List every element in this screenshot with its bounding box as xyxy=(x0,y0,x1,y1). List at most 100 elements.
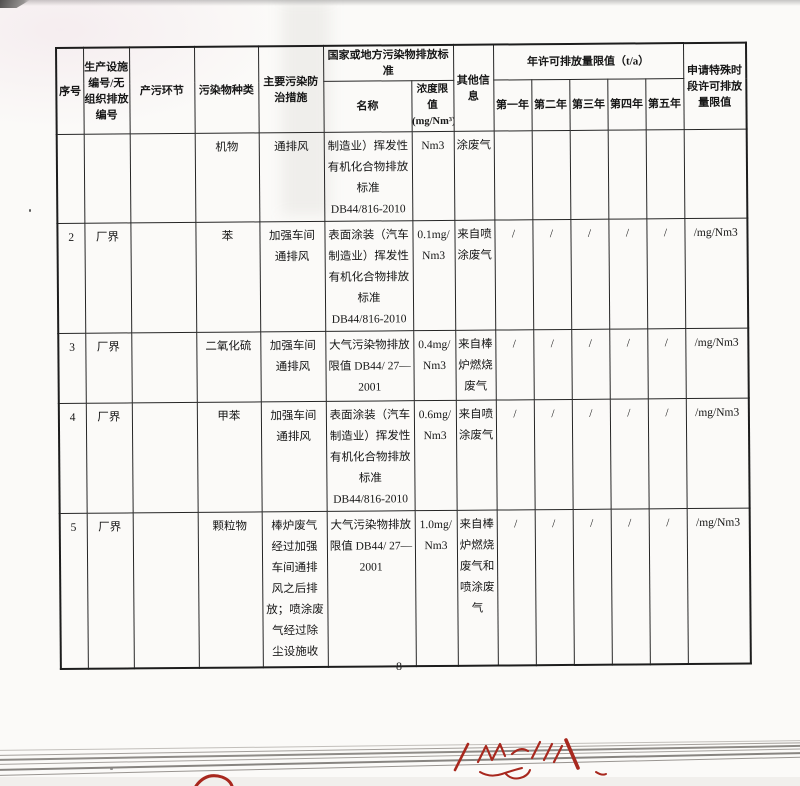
cell-pollutant-type: 甲苯 xyxy=(196,401,262,513)
cell-year-3 xyxy=(569,130,609,220)
cell-special-period-limit: /mg/Nm3 xyxy=(685,398,750,509)
header-concentration-limit: 浓度限值 (mg/Nm³) xyxy=(411,80,454,132)
cell-year-5: / xyxy=(648,508,688,664)
header-pollutant-type: 污染物种类 xyxy=(194,46,259,134)
table-row: 2 厂界 苯 加强车间 通排风 表面涂装（汽车 制造业）挥发性 有机化合物排放 … xyxy=(57,218,749,334)
cell-year-5 xyxy=(645,129,685,219)
cell-process xyxy=(130,222,197,333)
cell-serial xyxy=(56,134,85,224)
cell-concentration-limit: Nm3 xyxy=(411,131,455,221)
red-handwriting-marks xyxy=(194,738,607,786)
header-annual-limit-group: 年许可排放量限值（t/a） xyxy=(492,43,684,81)
cell-pollutant-type: 机物 xyxy=(194,132,260,223)
cell-year-4 xyxy=(607,129,647,220)
cell-concentration-limit: 0.6mg/ Nm3 xyxy=(413,400,457,511)
header-facility-id: 生产设施 编号/无 组织排放 编号 xyxy=(83,47,130,135)
header-other-info: 其他信息 xyxy=(452,44,494,132)
page-number: 8 xyxy=(396,659,402,673)
header-control-measures: 主要污染防 治措施 xyxy=(258,45,324,133)
cell-pollutant-type: 颗粒物 xyxy=(197,511,263,668)
header-year-5: 第五年 xyxy=(645,78,684,130)
cell-special-period-limit: /mg/Nm3 xyxy=(686,508,751,664)
header-special-period: 申请特殊时 段许可排放 量限值 xyxy=(683,42,747,130)
cell-year-2: / xyxy=(534,509,574,665)
cell-year-4: / xyxy=(610,508,650,665)
cell-special-period-limit xyxy=(683,129,748,219)
cell-year-1: / xyxy=(496,509,536,666)
table-row: 3 厂界 二氧化硫 加强车间 通排风 大气污染物排放 限值 DB44/ 27— … xyxy=(58,328,749,404)
cell-year-2 xyxy=(531,130,571,220)
scan-fold-shadow xyxy=(282,0,330,215)
cell-pollutant-type: 二氧化硫 xyxy=(196,331,261,403)
scan-tint xyxy=(0,0,280,130)
cell-year-4: / xyxy=(609,328,648,400)
cell-process xyxy=(131,332,197,403)
cell-facility-id: 厂界 xyxy=(84,222,132,334)
cell-year-2: / xyxy=(533,329,572,400)
cell-serial: 2 xyxy=(57,223,86,334)
header-year-1: 第一年 xyxy=(493,79,532,132)
cell-control-measures: 加强车间 通排风 xyxy=(259,221,326,332)
cell-standard-name: 大气污染物排放 限值 DB44/ 27— 2001 xyxy=(325,330,414,402)
cell-control-measures: 棒炉废气 经过加强 车间通排 风之后排 放；喷涂废 气经过除 尘设施收 xyxy=(261,511,328,667)
cell-other-info: 来自棒 炉燃烧 废气和 喷涂废 气 xyxy=(456,510,498,666)
cell-year-1 xyxy=(493,130,533,221)
ink-speck xyxy=(29,209,31,212)
cell-process xyxy=(131,402,198,513)
cell-year-1: / xyxy=(495,399,535,511)
header-year-2: 第二年 xyxy=(531,79,570,131)
header-process: 产污环节 xyxy=(129,46,195,134)
cell-year-5: / xyxy=(646,218,686,329)
cell-control-measures: 加强车间 通排风 xyxy=(260,401,327,512)
header-standard-name: 名称 xyxy=(323,80,412,133)
cell-standard-name: 表面涂装（汽车 制造业）挥发性 有机化合物排放 标准 DB44/816-2010 xyxy=(324,220,414,332)
cell-serial: 4 xyxy=(58,403,87,514)
cell-standard-name: 表面涂装（汽车 制造业）挥发性 有机化合物排放 标准 DB44/816-2010 xyxy=(325,400,415,512)
table-header: 序号 生产设施 编号/无 组织排放 编号 产污环节 污染物种类 主要污染防 治措… xyxy=(56,42,747,135)
cell-concentration-limit: 0.1mg/ Nm3 xyxy=(412,220,456,331)
underlying-page-strip xyxy=(0,777,800,786)
cell-year-2: / xyxy=(532,219,572,330)
cell-concentration-limit: 0.4mg/ Nm3 xyxy=(413,330,456,401)
cell-standard-name: 制造业）挥发性 有机化合物排放 标准 DB44/816-2010 xyxy=(323,131,413,222)
cell-other-info: 涂废气 xyxy=(453,131,495,221)
table-row: 5 厂界 颗粒物 棒炉废气 经过加强 车间通排 风之后排 放；喷涂废 气经过除 … xyxy=(59,508,751,669)
cell-year-5: / xyxy=(647,398,687,509)
table-body: 机物 通排风 制造业）挥发性 有机化合物排放 标准 DB44/816-2010 … xyxy=(56,129,751,669)
cell-pollutant-type: 苯 xyxy=(195,221,261,333)
cell-concentration-limit: 1.0mg/ Nm3 xyxy=(414,510,458,666)
emission-permit-table: 序号 生产设施 编号/无 组织排放 编号 产污环节 污染物种类 主要污染防 治措… xyxy=(55,41,752,670)
scan-corner-artifact xyxy=(0,0,30,8)
cell-serial: 5 xyxy=(59,513,88,669)
header-year-4: 第四年 xyxy=(607,78,646,131)
cell-process xyxy=(129,133,196,223)
header-serial: 序号 xyxy=(56,47,84,135)
cell-standard-name: 大气污染物排放 限值 DB44/ 27— 2001 xyxy=(326,510,416,667)
cell-special-period-limit: /mg/Nm3 xyxy=(684,218,749,329)
cell-year-3: / xyxy=(570,219,610,330)
cell-other-info: 来自喷 涂废气 xyxy=(455,400,497,511)
cell-facility-id: 厂界 xyxy=(85,332,132,404)
cell-year-1: / xyxy=(494,219,534,331)
cell-special-period-limit: /mg/Nm3 xyxy=(685,328,749,399)
cell-control-measures: 加强车间 通排风 xyxy=(260,331,326,402)
cell-year-2: / xyxy=(533,399,573,510)
cell-year-3: / xyxy=(571,399,611,510)
cell-facility-id: 厂界 xyxy=(85,402,133,514)
cell-year-5: / xyxy=(647,328,686,399)
cell-facility-id xyxy=(83,133,131,224)
cell-facility-id: 厂界 xyxy=(86,512,134,669)
ink-speck xyxy=(110,768,113,770)
cell-year-3: / xyxy=(571,329,610,400)
header-standard-group: 国家或地方污染物排放标准 xyxy=(322,44,454,82)
cell-year-1: / xyxy=(495,329,534,401)
cell-serial: 3 xyxy=(58,333,86,404)
cell-other-info: 来自喷 涂废气 xyxy=(454,220,496,331)
table-row: 机物 通排风 制造业）挥发性 有机化合物排放 标准 DB44/816-2010 … xyxy=(56,129,748,224)
emission-table: 序号 生产设施 编号/无 组织排放 编号 产污环节 污染物种类 主要污染防 治措… xyxy=(55,41,752,670)
table-row: 4 厂界 甲苯 加强车间 通排风 表面涂装（汽车 制造业）挥发性 有机化合物排放… xyxy=(58,398,750,514)
cell-other-info: 来自棒 炉燃烧 废气 xyxy=(455,330,496,401)
cell-year-4: / xyxy=(608,218,648,330)
scan-top-shadow xyxy=(0,0,800,6)
cell-control-measures: 通排风 xyxy=(258,132,325,222)
